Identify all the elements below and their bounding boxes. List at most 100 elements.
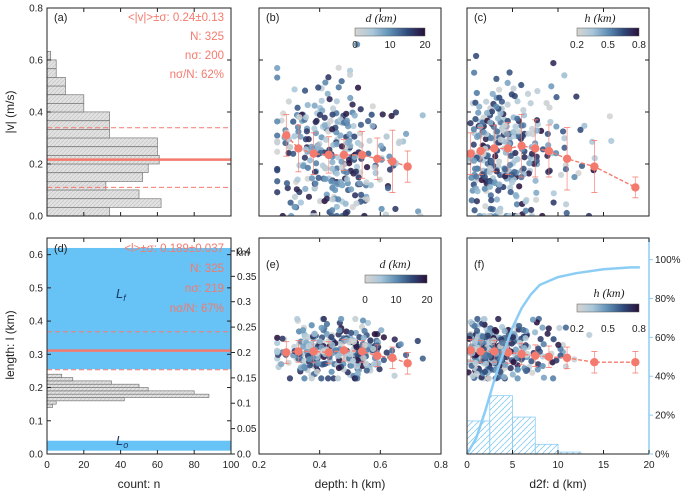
data-point	[547, 118, 554, 126]
trend-point	[466, 346, 475, 355]
colorbar-ticks-c: 0.2 0.5 0.8	[570, 40, 646, 51]
y-tick-label: 0.6	[29, 250, 43, 261]
data-point	[493, 328, 500, 335]
data-point	[336, 341, 344, 348]
data-point	[507, 152, 514, 160]
data-point	[318, 97, 325, 104]
data-point	[285, 359, 292, 366]
data-point	[553, 94, 560, 101]
histogram-f	[466, 395, 582, 455]
data-point	[380, 356, 387, 364]
trend-point	[517, 349, 526, 359]
x-tick-label: 80	[189, 460, 201, 471]
y-tick-label: 0.0	[29, 212, 43, 223]
data-point	[301, 363, 308, 370]
y-tick-label: 0.1	[29, 416, 43, 427]
data-point	[308, 375, 315, 382]
data-point	[473, 198, 480, 205]
data-point	[329, 165, 336, 172]
data-point	[562, 324, 569, 331]
data-point	[480, 129, 487, 136]
data-point	[555, 341, 562, 348]
data-point	[487, 192, 494, 199]
data-point	[545, 142, 552, 149]
data-point	[489, 90, 496, 98]
data-point	[473, 52, 480, 60]
trend-f	[466, 339, 640, 374]
data-point	[324, 90, 331, 97]
data-point	[488, 197, 495, 204]
data-point	[477, 123, 484, 130]
y-ticks-c	[467, 7, 649, 217]
y-tick-label: 0.2	[29, 160, 43, 171]
data-point	[316, 338, 323, 345]
x-ticks-a	[46, 8, 232, 216]
trend-point	[562, 154, 572, 163]
histogram-bar	[46, 85, 66, 95]
panel-a: (a) <|v|>±σ: 0.24±0.13 N: 325 nσ: 200 nσ…	[3, 4, 232, 223]
y-tick-label: 0.8	[29, 4, 43, 15]
data-point	[313, 368, 321, 375]
histogram-bar	[46, 180, 107, 191]
data-point	[312, 180, 319, 187]
data-point	[329, 111, 336, 118]
y-tick-label: 0.0	[29, 450, 43, 461]
trend-line	[285, 134, 408, 168]
data-point	[520, 107, 527, 114]
x-ticks-e: 0.2 0.4 0.6 0.8	[252, 238, 448, 471]
histogram-bar	[46, 206, 110, 217]
colorbar-e	[364, 274, 428, 284]
panel-e: (e) d (km) 0 10 20 0.2 0.4 0.6 0.8 depth: h (…	[252, 237, 448, 491]
data-point	[363, 179, 370, 186]
data-point	[346, 71, 354, 78]
trend-point	[357, 150, 367, 160]
data-point	[354, 41, 361, 48]
y-tick-label: 0.6	[29, 56, 43, 67]
data-point	[468, 174, 475, 181]
right-y-ticks-f: 0% 20% 40% 60% 80% 100%	[649, 255, 681, 461]
data-point	[501, 173, 509, 180]
data-point	[355, 174, 362, 181]
x-tick-label: 100	[223, 460, 240, 471]
histogram-bar	[46, 137, 158, 147]
data-point	[308, 143, 315, 150]
data-point	[503, 131, 510, 138]
data-point	[417, 212, 424, 216]
data-point	[543, 99, 550, 107]
histogram-bar	[46, 387, 149, 392]
data-point	[301, 87, 309, 94]
data-point	[334, 154, 342, 161]
data-point	[402, 130, 410, 137]
band-lo-sub: o	[123, 440, 128, 450]
stat-d-mean: <l>±σ: 0.189±0.037	[124, 243, 224, 255]
data-point	[493, 196, 501, 203]
data-point	[534, 366, 541, 373]
histogram-bar	[46, 390, 195, 395]
data-point	[361, 327, 368, 335]
data-point	[493, 103, 500, 110]
trend-point	[490, 347, 499, 356]
trend-point	[466, 149, 475, 158]
trend-point	[490, 144, 499, 153]
data-point	[357, 106, 364, 113]
data-point	[508, 171, 515, 178]
data-point	[365, 150, 372, 157]
data-point	[349, 357, 357, 364]
colorbar-title-f: h (km)	[594, 286, 625, 300]
data-point	[507, 212, 514, 216]
data-point	[533, 189, 540, 196]
data-point	[333, 98, 340, 105]
data-point	[311, 125, 318, 132]
data-point	[360, 354, 367, 362]
y-tick-label: 0.3	[29, 350, 43, 361]
histogram-bar	[46, 76, 66, 87]
data-point	[534, 88, 541, 95]
colorbar-tick-label: 20	[419, 40, 431, 51]
data-point	[294, 104, 301, 111]
data-point	[343, 110, 350, 117]
data-point	[311, 331, 318, 338]
data-point	[371, 331, 378, 338]
data-point	[529, 369, 536, 376]
data-point	[528, 150, 536, 157]
data-point	[343, 169, 350, 176]
